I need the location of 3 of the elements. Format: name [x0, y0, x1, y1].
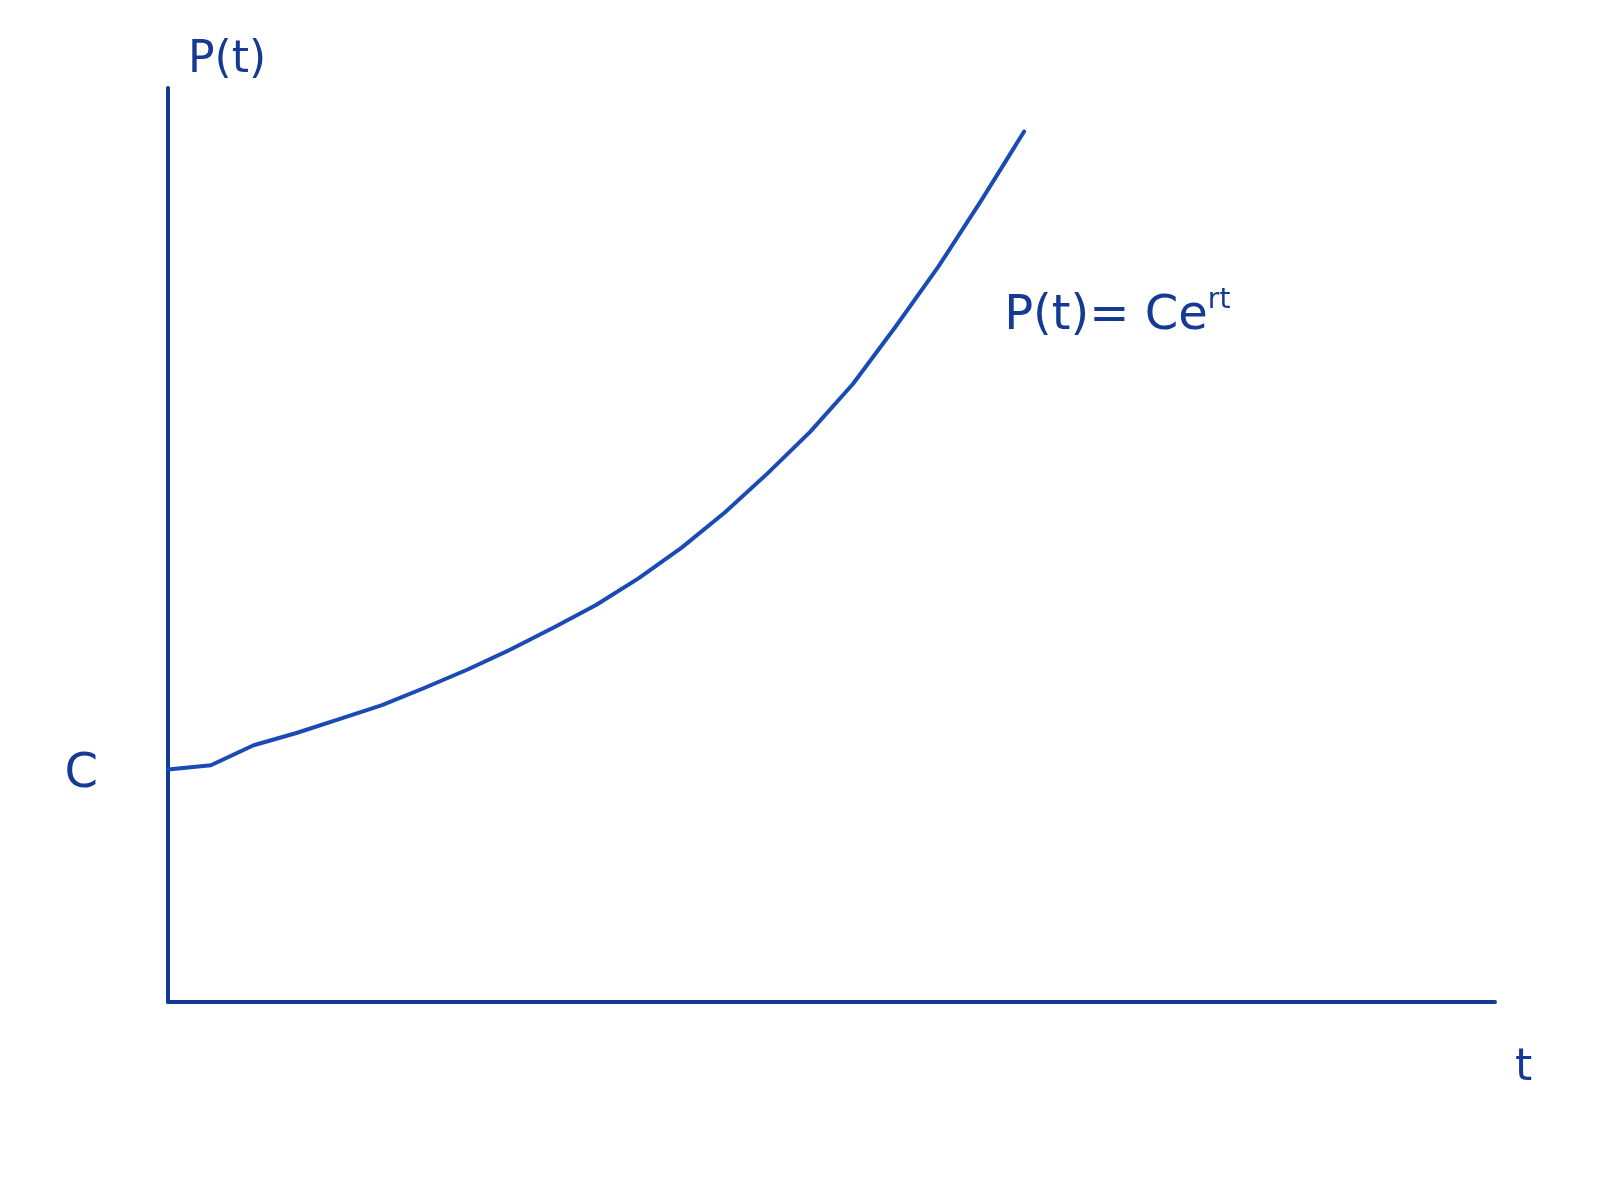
x-axis-title: t	[1515, 1038, 1533, 1090]
y-axis-title: P(t)	[188, 30, 267, 82]
text: C	[64, 741, 98, 798]
